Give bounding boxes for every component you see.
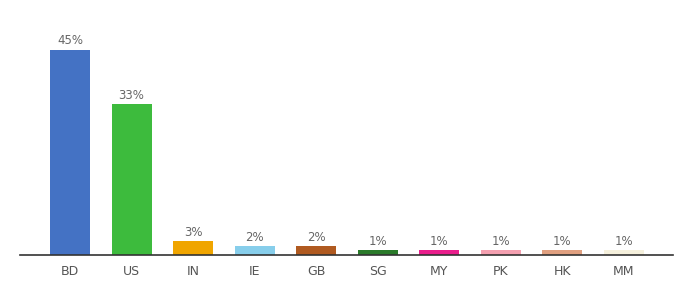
Bar (419, 250, 459, 255)
Bar (112, 104, 152, 255)
Bar (235, 246, 275, 255)
Text: 3%: 3% (184, 226, 203, 239)
Bar (481, 250, 520, 255)
Text: 1%: 1% (369, 235, 387, 248)
Text: 1%: 1% (614, 235, 633, 248)
Bar (358, 250, 398, 255)
Text: 1%: 1% (491, 235, 510, 248)
Text: 2%: 2% (245, 231, 264, 244)
Text: 1%: 1% (553, 235, 571, 248)
Bar (542, 250, 582, 255)
Text: 2%: 2% (307, 231, 325, 244)
Bar (604, 250, 643, 255)
Bar (173, 241, 213, 255)
Text: 1%: 1% (430, 235, 448, 248)
Text: 45%: 45% (57, 34, 83, 47)
Bar (50, 50, 90, 255)
Bar (296, 246, 336, 255)
Text: 33%: 33% (118, 89, 144, 102)
